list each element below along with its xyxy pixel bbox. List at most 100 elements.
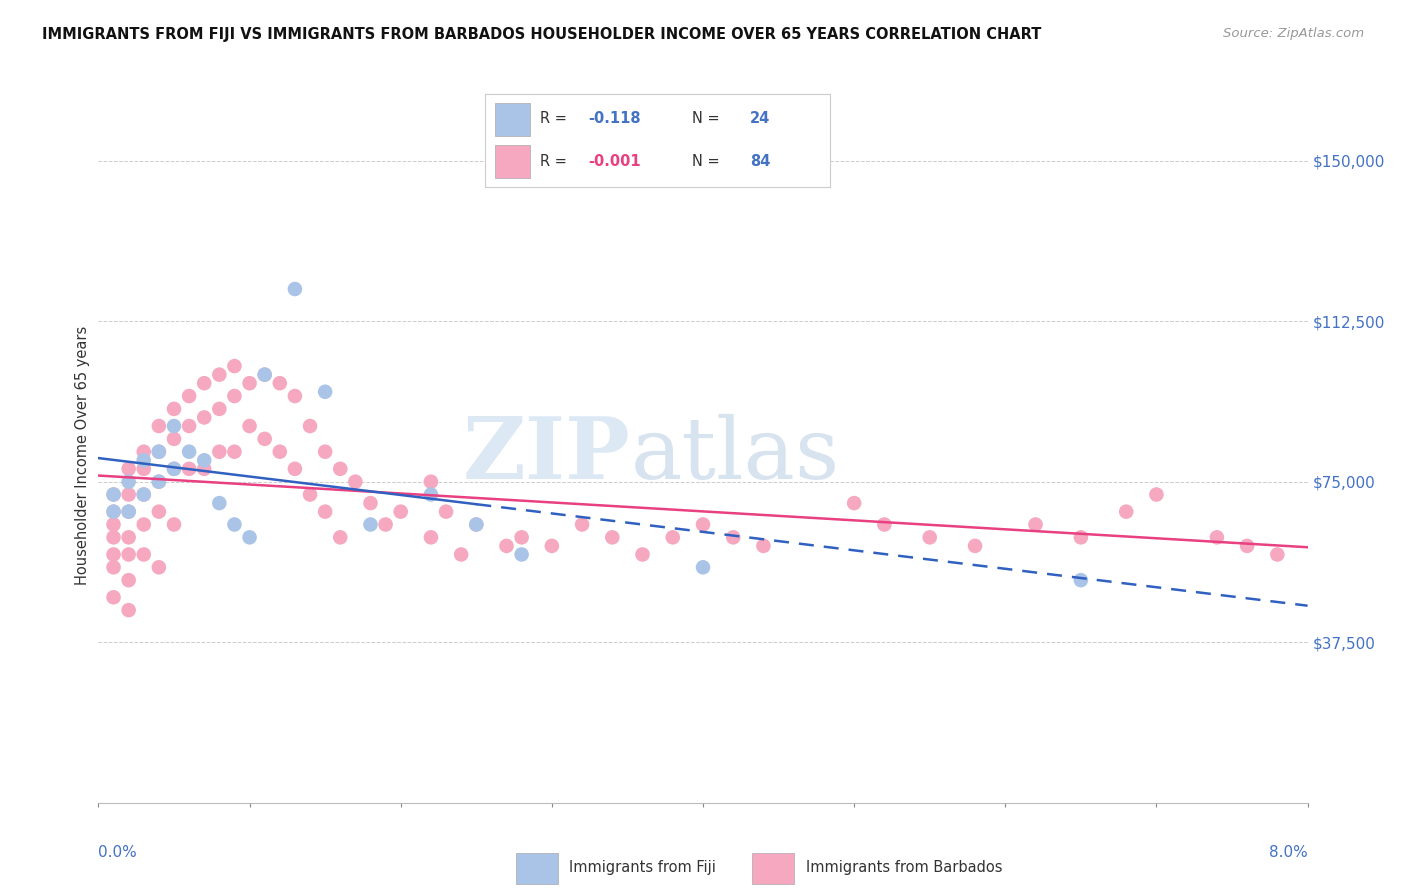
Y-axis label: Householder Income Over 65 years: Householder Income Over 65 years xyxy=(75,326,90,584)
FancyBboxPatch shape xyxy=(516,854,558,883)
Point xyxy=(495,539,517,553)
Point xyxy=(132,462,155,476)
Point xyxy=(269,444,291,458)
Point xyxy=(602,530,624,544)
Point xyxy=(193,462,215,476)
Point xyxy=(103,505,125,519)
Point xyxy=(329,530,352,544)
Point xyxy=(103,591,125,605)
Point xyxy=(179,419,201,434)
Point xyxy=(239,530,262,544)
Point xyxy=(510,530,533,544)
Point xyxy=(1115,505,1137,519)
Text: Immigrants from Fiji: Immigrants from Fiji xyxy=(569,860,716,875)
Point xyxy=(510,548,533,562)
Point xyxy=(1070,573,1092,587)
Text: 8.0%: 8.0% xyxy=(1268,845,1308,860)
Point xyxy=(224,444,246,458)
Point xyxy=(284,462,307,476)
Point xyxy=(179,389,201,403)
Point xyxy=(314,384,336,399)
Point xyxy=(419,475,441,489)
Point xyxy=(103,487,125,501)
Point xyxy=(148,475,170,489)
Point xyxy=(314,505,336,519)
Point xyxy=(103,487,125,501)
Point xyxy=(148,444,170,458)
Point xyxy=(118,462,141,476)
Point xyxy=(132,453,155,467)
Point xyxy=(118,603,141,617)
Text: 84: 84 xyxy=(751,153,770,169)
Point xyxy=(103,560,125,574)
Point xyxy=(148,475,170,489)
Point xyxy=(118,505,141,519)
Point xyxy=(965,539,987,553)
Text: atlas: atlas xyxy=(630,413,839,497)
Point xyxy=(329,462,352,476)
Text: R =: R = xyxy=(540,153,572,169)
Point xyxy=(918,530,941,544)
Point xyxy=(208,496,231,510)
Point xyxy=(224,389,246,403)
Point xyxy=(571,517,593,532)
Point xyxy=(179,444,201,458)
Text: -0.118: -0.118 xyxy=(588,112,641,127)
Point xyxy=(253,368,276,382)
Point xyxy=(103,548,125,562)
Point xyxy=(450,548,472,562)
Point xyxy=(1205,530,1229,544)
Text: N =: N = xyxy=(692,112,724,127)
Point xyxy=(465,517,488,532)
Point xyxy=(253,368,276,382)
Point xyxy=(239,419,262,434)
Point xyxy=(118,573,141,587)
Point xyxy=(299,419,322,434)
Point xyxy=(299,487,322,501)
Point xyxy=(284,282,307,296)
FancyBboxPatch shape xyxy=(495,103,530,136)
Text: ZIP: ZIP xyxy=(463,413,630,497)
Point xyxy=(631,548,654,562)
Point xyxy=(118,487,141,501)
Point xyxy=(163,462,186,476)
Point xyxy=(359,496,381,510)
Text: N =: N = xyxy=(692,153,724,169)
Point xyxy=(132,548,155,562)
Point xyxy=(314,444,336,458)
Point xyxy=(118,548,141,562)
FancyBboxPatch shape xyxy=(752,854,794,883)
Point xyxy=(284,389,307,403)
Point xyxy=(224,517,246,532)
Point xyxy=(389,505,412,519)
Point xyxy=(193,410,215,425)
Point xyxy=(193,453,215,467)
Point xyxy=(723,530,745,544)
Point xyxy=(1070,530,1092,544)
Point xyxy=(193,376,215,391)
Text: 0.0%: 0.0% xyxy=(98,845,138,860)
Point xyxy=(344,475,367,489)
Point xyxy=(844,496,866,510)
Point xyxy=(419,530,441,544)
Point xyxy=(163,517,186,532)
Point xyxy=(1144,487,1167,501)
Text: IMMIGRANTS FROM FIJI VS IMMIGRANTS FROM BARBADOS HOUSEHOLDER INCOME OVER 65 YEAR: IMMIGRANTS FROM FIJI VS IMMIGRANTS FROM … xyxy=(42,27,1042,42)
Point xyxy=(148,560,170,574)
FancyBboxPatch shape xyxy=(495,145,530,178)
Point xyxy=(752,539,775,553)
Text: R =: R = xyxy=(540,112,572,127)
Text: Immigrants from Barbados: Immigrants from Barbados xyxy=(806,860,1002,875)
Point xyxy=(692,560,714,574)
Point xyxy=(1024,517,1046,532)
Point xyxy=(419,487,441,501)
Point xyxy=(179,462,201,476)
Point xyxy=(163,419,186,434)
Point xyxy=(540,539,562,553)
Point xyxy=(873,517,896,532)
Point xyxy=(208,444,231,458)
Point xyxy=(148,419,170,434)
Point xyxy=(118,530,141,544)
Point xyxy=(253,432,276,446)
Point xyxy=(163,401,186,416)
